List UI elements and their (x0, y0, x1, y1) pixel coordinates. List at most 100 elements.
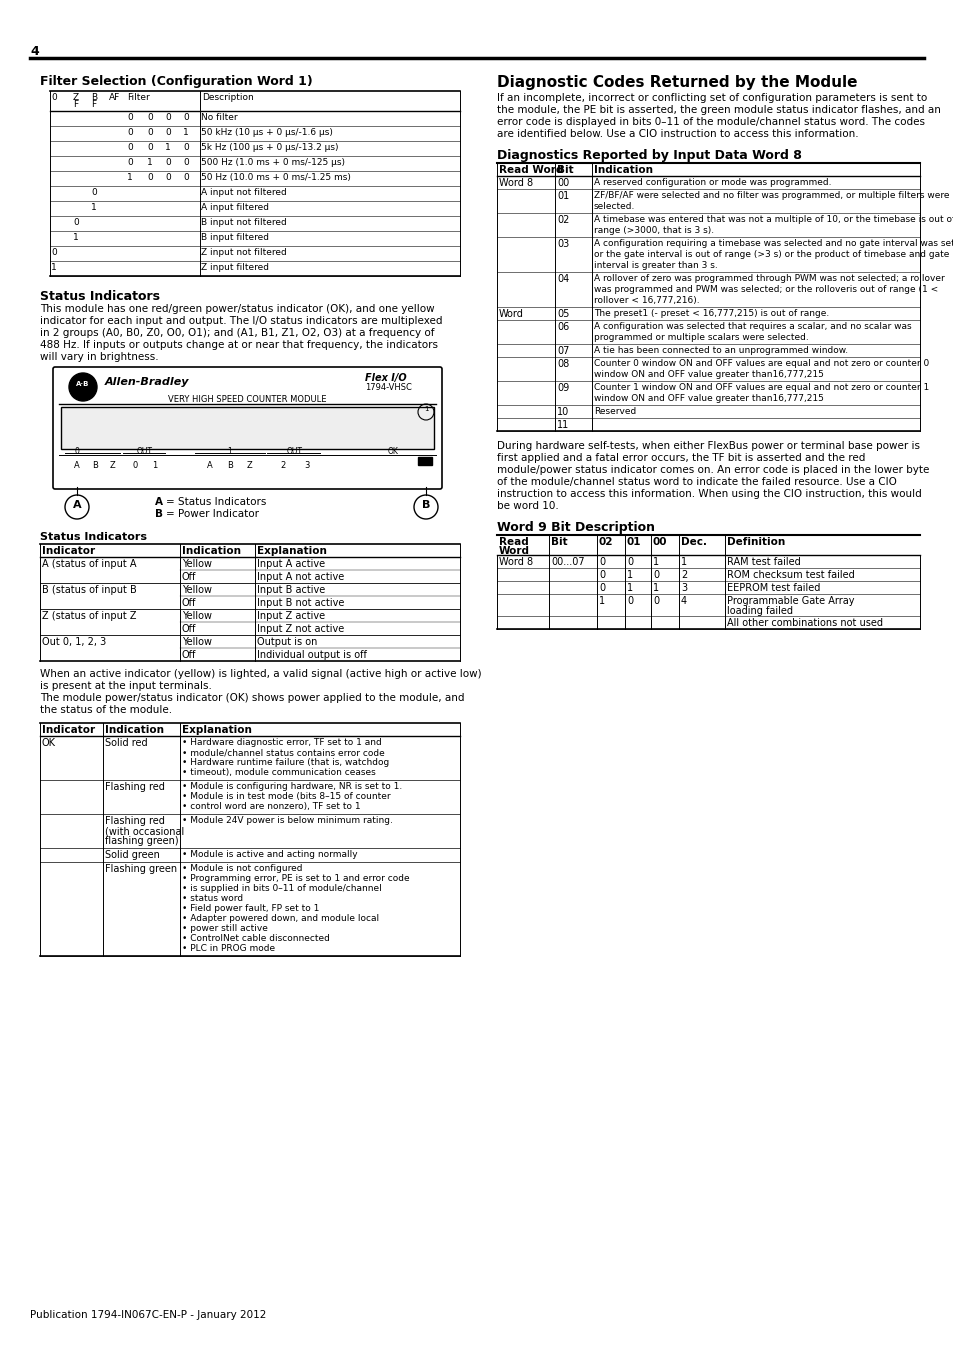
Text: rollover < 16,777,216).: rollover < 16,777,216). (594, 296, 699, 305)
Text: Output is on: Output is on (256, 637, 317, 647)
Text: Off: Off (182, 572, 196, 582)
Text: 2: 2 (680, 570, 686, 580)
Text: • module/channel status contains error code: • module/channel status contains error c… (182, 748, 384, 757)
Text: or the gate interval is out of range (>3 s) or the product of timebase and gate: or the gate interval is out of range (>3… (594, 250, 948, 259)
Text: • is supplied in bits 0–11 of module/channel: • is supplied in bits 0–11 of module/cha… (182, 884, 381, 892)
Text: Read Word: Read Word (498, 165, 563, 176)
Text: A: A (74, 460, 80, 470)
Text: error code is displayed in bits 0–11 of the module/channel status word. The code: error code is displayed in bits 0–11 of … (497, 117, 924, 127)
Text: Z: Z (247, 460, 253, 470)
Text: 0: 0 (183, 143, 189, 153)
Text: B: B (92, 460, 98, 470)
Text: 05: 05 (557, 309, 569, 319)
Text: Read: Read (498, 537, 528, 547)
Text: All other combinations not used: All other combinations not used (726, 618, 882, 628)
Text: Filter: Filter (127, 93, 150, 103)
Text: Indication: Indication (594, 165, 652, 176)
Text: B: B (227, 460, 233, 470)
Text: OK: OK (388, 447, 398, 456)
Text: 488 Hz. If inputs or outputs change at or near that frequency, the indicators: 488 Hz. If inputs or outputs change at o… (40, 340, 437, 350)
Text: 1794-VHSC: 1794-VHSC (365, 383, 412, 392)
Text: 0: 0 (626, 558, 633, 567)
Text: was programmed and PWM was selected; or the rolloveris out of range (1 <: was programmed and PWM was selected; or … (594, 285, 937, 294)
Text: OUT: OUT (137, 447, 152, 456)
Text: loading failed: loading failed (726, 606, 792, 616)
Text: Definition: Definition (726, 537, 784, 547)
Text: 00: 00 (557, 178, 569, 188)
Text: ROM checksum test failed: ROM checksum test failed (726, 570, 854, 580)
Text: 1: 1 (626, 583, 633, 593)
Text: 1: 1 (652, 583, 659, 593)
Text: 1: 1 (680, 558, 686, 567)
Text: 1: 1 (183, 128, 189, 136)
Text: A tie has been connected to an unprogrammed window.: A tie has been connected to an unprogram… (594, 346, 847, 355)
Text: 0: 0 (626, 595, 633, 606)
Text: 0: 0 (91, 188, 96, 197)
Text: Input Z not active: Input Z not active (256, 624, 344, 634)
Text: Description: Description (202, 93, 253, 103)
Text: B (status of input B: B (status of input B (42, 585, 136, 595)
Text: B: B (421, 500, 430, 510)
Text: Off: Off (182, 598, 196, 608)
Text: 2: 2 (280, 460, 285, 470)
Text: 01: 01 (626, 537, 640, 547)
Text: (with occasional: (with occasional (105, 826, 184, 836)
Text: Yellow: Yellow (182, 585, 212, 595)
Text: 09: 09 (557, 383, 569, 393)
Text: • ControlNet cable disconnected: • ControlNet cable disconnected (182, 934, 330, 944)
Text: Indication: Indication (182, 545, 241, 556)
Text: Status Indicators: Status Indicators (40, 532, 147, 541)
Text: • power still active: • power still active (182, 923, 268, 933)
Text: ZF/BF/AF were selected and no filter was programmed, or multiple filters were: ZF/BF/AF were selected and no filter was… (594, 190, 948, 200)
Text: If an incomplete, incorrect or conflicting set of configuration parameters is se: If an incomplete, incorrect or conflicti… (497, 93, 926, 103)
Text: Z: Z (110, 460, 115, 470)
Text: Input B active: Input B active (256, 585, 325, 595)
Text: A: A (72, 500, 81, 510)
Text: Diagnostic Codes Returned by the Module: Diagnostic Codes Returned by the Module (497, 76, 857, 90)
Text: 0: 0 (51, 93, 56, 103)
Text: • control word are nonzero), TF set to 1: • control word are nonzero), TF set to 1 (182, 802, 360, 811)
Text: Status Indicators: Status Indicators (40, 290, 160, 302)
Text: 01: 01 (557, 190, 569, 201)
Text: Solid green: Solid green (105, 850, 160, 860)
Text: instruction to access this information. When using the CIO instruction, this wou: instruction to access this information. … (497, 489, 921, 500)
Text: 0: 0 (147, 128, 152, 136)
Text: 00...07: 00...07 (551, 558, 584, 567)
Text: F: F (91, 100, 96, 109)
Text: • Programming error, PE is set to 1 and error code: • Programming error, PE is set to 1 and … (182, 873, 409, 883)
Text: A: A (207, 460, 213, 470)
Text: B: B (154, 509, 163, 518)
Text: Yellow: Yellow (182, 612, 212, 621)
Text: Allen-Bradley: Allen-Bradley (105, 377, 190, 387)
Text: 1: 1 (51, 263, 56, 271)
Text: • PLC in PROG mode: • PLC in PROG mode (182, 944, 274, 953)
Text: • status word: • status word (182, 894, 243, 903)
Text: 0: 0 (598, 583, 604, 593)
Text: 0: 0 (147, 173, 152, 182)
Text: 1: 1 (652, 558, 659, 567)
Text: Off: Off (182, 649, 196, 660)
Text: RAM test failed: RAM test failed (726, 558, 800, 567)
Text: 1: 1 (147, 158, 152, 167)
Text: B: B (91, 93, 97, 103)
Text: 1: 1 (423, 406, 428, 412)
Text: Input A not active: Input A not active (256, 572, 344, 582)
Text: Input B not active: Input B not active (256, 598, 344, 608)
Text: VERY HIGH SPEED COUNTER MODULE: VERY HIGH SPEED COUNTER MODULE (168, 396, 326, 404)
Text: Z input not filtered: Z input not filtered (201, 248, 287, 256)
Text: window ON and OFF value greater than16,777,215: window ON and OFF value greater than16,7… (594, 394, 823, 404)
Text: Input A active: Input A active (256, 559, 325, 568)
Text: 0: 0 (127, 143, 132, 153)
Text: OUT: OUT (287, 447, 303, 456)
Text: Indicator: Indicator (42, 545, 95, 556)
Text: 0: 0 (652, 570, 659, 580)
Text: A input filtered: A input filtered (201, 202, 269, 212)
Text: A rollover of zero was programmed through PWM was not selected; a rollover: A rollover of zero was programmed throug… (594, 274, 943, 284)
Text: Diagnostics Reported by Input Data Word 8: Diagnostics Reported by Input Data Word … (497, 148, 801, 162)
Text: 0: 0 (132, 460, 137, 470)
Text: 0: 0 (183, 173, 189, 182)
Text: 06: 06 (557, 323, 569, 332)
Text: Z: Z (73, 93, 79, 103)
Text: Yellow: Yellow (182, 637, 212, 647)
Text: 0: 0 (147, 113, 152, 122)
